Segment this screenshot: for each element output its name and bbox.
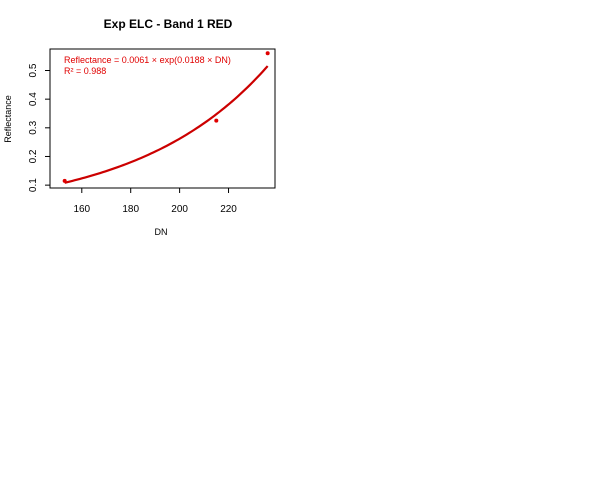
x-tick-label: 160	[73, 204, 90, 215]
x-axis-label: DN	[155, 227, 168, 237]
r-squared-annotation: R² = 0.988	[64, 66, 106, 76]
y-tick-label: 0.3	[28, 120, 39, 134]
y-tick-label: 0.5	[28, 63, 39, 77]
x-tick-label: 200	[171, 204, 188, 215]
y-axis-label: Reflectance	[3, 95, 13, 143]
chart-title: Exp ELC - Band 1 RED	[104, 17, 233, 31]
data-point	[62, 178, 67, 183]
x-axis: 160 180 200 220	[73, 188, 237, 215]
data-point	[214, 118, 219, 123]
y-axis: 0.1 0.2 0.3 0.4 0.5	[28, 63, 50, 192]
x-tick-label: 180	[122, 204, 139, 215]
plot-marks	[62, 51, 270, 184]
plot-box	[49, 48, 276, 189]
y-tick-label: 0.1	[28, 178, 39, 192]
y-tick-label: 0.2	[28, 149, 39, 163]
data-point	[265, 51, 270, 56]
y-tick-label: 0.4	[28, 92, 39, 106]
x-tick-label: 220	[220, 204, 237, 215]
equation-annotation: Reflectance = 0.0061 × exp(0.0188 × DN)	[64, 55, 231, 65]
fit-curve	[64, 65, 269, 184]
